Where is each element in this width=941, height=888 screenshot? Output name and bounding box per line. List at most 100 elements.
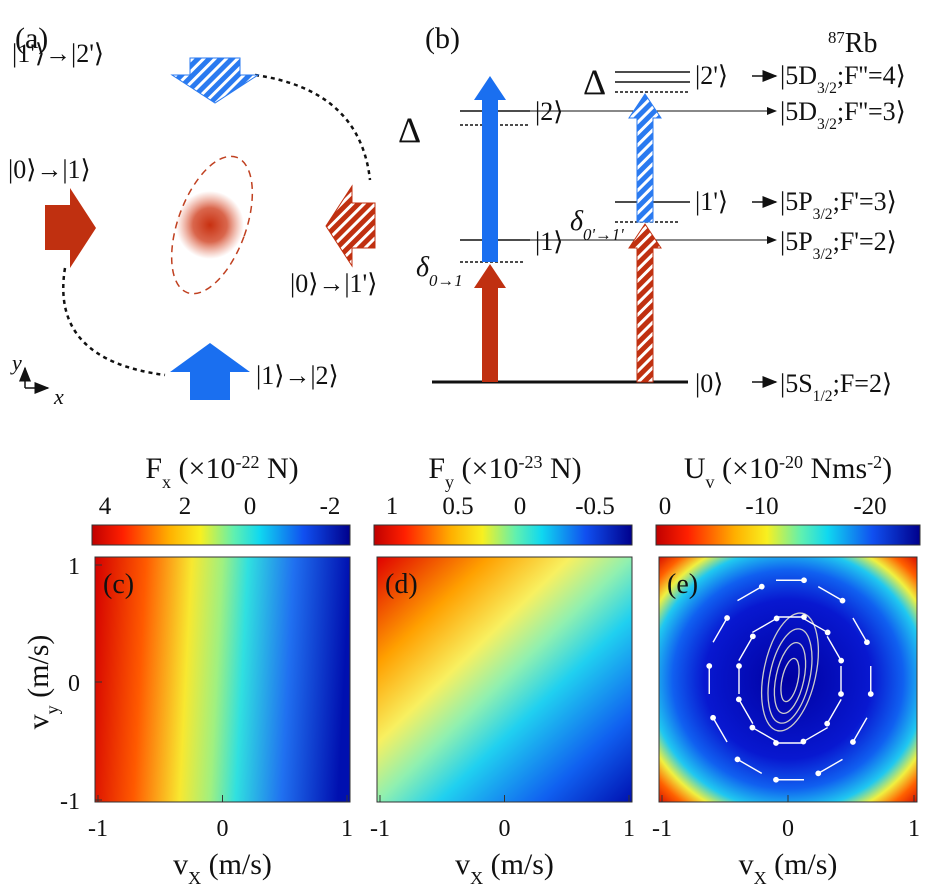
text-part: 3/2 <box>813 246 833 263</box>
label: |1'⟩ <box>695 187 728 216</box>
text-part: (m/s) <box>201 848 272 881</box>
text-part: (×10 <box>454 452 518 485</box>
text-part: 3/2 <box>813 206 833 223</box>
flow-head <box>865 640 869 644</box>
text-part: (m/s) <box>483 848 554 881</box>
rich-label: Fy (×10-23 N) <box>428 452 581 492</box>
text-part: (×10 <box>715 452 779 485</box>
colorbar <box>92 525 350 545</box>
label: 1 <box>341 816 353 842</box>
rich-label: Fx (×10-22 N) <box>145 452 298 492</box>
flow-head <box>774 778 778 782</box>
beam-arrow <box>326 186 375 266</box>
rich-label: |5D3/2;F''=4⟩ <box>780 61 906 97</box>
label: -1 <box>60 789 80 815</box>
flow-head <box>825 630 829 634</box>
rich-label: vX (m/s) <box>455 848 554 888</box>
text-part: δ <box>570 206 584 237</box>
text-part: (m/s) <box>22 635 55 706</box>
text-part: 87 <box>828 28 845 47</box>
label: y <box>10 350 22 375</box>
text-part: δ <box>416 252 430 283</box>
panel-a-graphics <box>25 58 375 400</box>
label: Δ <box>398 110 421 150</box>
flow-head <box>839 658 843 662</box>
text-part: ;F'=3⟩ <box>833 187 897 216</box>
colorbar <box>656 525 920 545</box>
text-part: N) <box>542 452 581 485</box>
flow-head <box>816 771 820 775</box>
text-part: |5D <box>780 97 817 126</box>
label: |0⟩→|1'⟩ <box>290 269 377 298</box>
flow-head <box>750 725 754 729</box>
rich-label: 87Rb <box>828 28 877 60</box>
label: -0.5 <box>575 493 615 520</box>
text-part: |5D <box>780 61 817 90</box>
label: (e) <box>667 569 698 600</box>
text-part: F <box>145 452 162 485</box>
atom-cloud <box>176 191 244 259</box>
flow-head <box>711 716 715 720</box>
text-part: ;F''=3⟩ <box>837 97 906 126</box>
text-part: -20 <box>779 452 803 472</box>
label: |2⟩ <box>535 97 563 126</box>
flow-head <box>725 616 729 620</box>
text-part: 1/2 <box>813 388 833 405</box>
beam-arrow <box>45 188 96 268</box>
label: 0 <box>782 816 794 842</box>
rich-label: vy (m/s) <box>22 635 62 730</box>
label: 0 <box>68 671 80 697</box>
label: 1 <box>68 554 80 580</box>
text-part: X <box>470 868 483 888</box>
figure: (a)|1'⟩→|2'⟩|0⟩→|1⟩|0⟩→|1'⟩|1⟩→|2⟩yx(b)8… <box>0 0 941 888</box>
label: -2 <box>320 493 341 520</box>
rich-label: |5S1/2;F=2⟩ <box>780 369 892 405</box>
label: -10 <box>745 493 778 520</box>
text-part: Nms <box>803 452 867 485</box>
text-part: ;F''=4⟩ <box>837 61 906 90</box>
beam-arrow <box>170 343 250 400</box>
text-part: Rb <box>845 28 878 59</box>
text-part: 0'→1' <box>583 225 624 244</box>
label: 4 <box>99 493 112 520</box>
label: (d) <box>385 569 418 600</box>
rich-label: δ0→1 <box>416 252 463 290</box>
text-part: |5S <box>780 369 813 398</box>
text-part: (×10 <box>171 452 235 485</box>
rich-label: Uv (×10-20 Nms-2) <box>684 452 892 492</box>
transition-arrow <box>629 224 661 382</box>
label: |0⟩ <box>695 369 723 398</box>
label: 0 <box>514 493 527 520</box>
label: 1 <box>623 816 635 842</box>
text-part: v <box>455 848 470 881</box>
label: -1 <box>88 816 108 842</box>
text-part: -2 <box>867 452 882 472</box>
label: |1⟩→|2⟩ <box>256 361 339 390</box>
text-part: X <box>188 868 201 888</box>
label: |2'⟩ <box>695 61 728 90</box>
flow-head <box>737 697 741 701</box>
label: 1 <box>386 493 399 520</box>
text-part: x <box>162 472 171 492</box>
flow-head <box>751 634 755 638</box>
transition-arrow <box>629 94 661 222</box>
text-part: v <box>706 472 715 492</box>
label: 2 <box>179 493 192 520</box>
rich-label: |5P3/2;F'=2⟩ <box>780 227 897 263</box>
text-part: v <box>22 714 55 729</box>
label: |0⟩→|1⟩ <box>8 155 91 184</box>
label: -1 <box>370 816 390 842</box>
label: (b) <box>425 22 460 55</box>
flow-head <box>802 578 806 582</box>
dashed-path <box>63 268 165 375</box>
text-part: ;F'=2⟩ <box>833 227 897 256</box>
flow-head <box>707 664 711 668</box>
text-part: ;F=2⟩ <box>833 369 893 398</box>
text-part: F <box>428 452 445 485</box>
rich-label: |5D3/2;F''=3⟩ <box>780 97 906 133</box>
label: x <box>53 384 64 409</box>
text-part: 3/2 <box>817 116 837 133</box>
label: 0.5 <box>442 493 473 520</box>
rich-label: vX (m/s) <box>739 848 838 888</box>
colorbar <box>374 525 632 545</box>
